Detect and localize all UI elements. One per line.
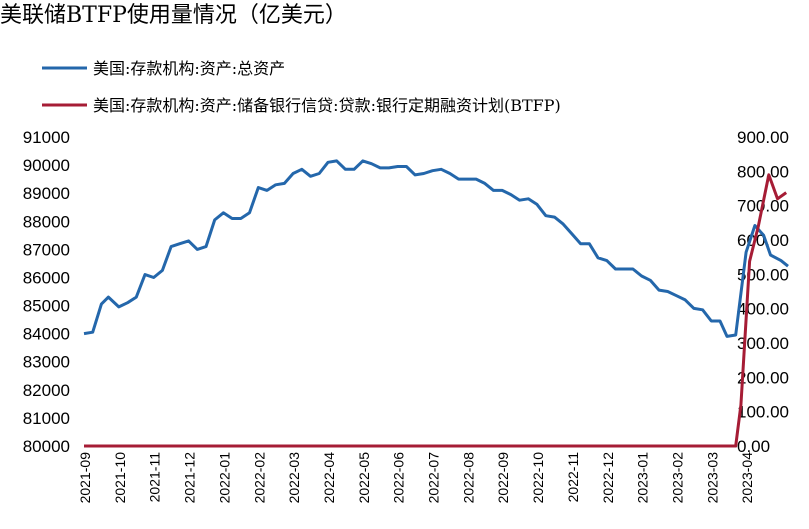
left-y-tick-label: 87000 <box>23 240 70 259</box>
x-tick-label: 2022-07 <box>426 452 442 504</box>
right-y-tick-label: 100.00 <box>737 403 789 422</box>
left-y-tick-label: 90000 <box>23 156 70 175</box>
legend-label-btfp: 美国:存款机构:资产:储备银行信贷:贷款:银行定期融资计划(BTFP) <box>93 96 561 115</box>
left-y-tick-label: 80000 <box>23 437 70 456</box>
x-tick-label: 2022-11 <box>565 452 581 503</box>
left-y-tick-label: 82000 <box>23 381 70 400</box>
left-y-tick-label: 88000 <box>23 212 70 231</box>
legend-label-total-assets: 美国:存款机构:资产:总资产 <box>93 59 285 78</box>
left-y-tick-label: 84000 <box>23 325 70 344</box>
series-line-total-assets <box>83 159 789 338</box>
legend: 美国:存款机构:资产:总资产 美国:存款机构:资产:储备银行信贷:贷款:银行定期… <box>42 59 561 115</box>
x-tick-label: 2022-02 <box>251 452 267 504</box>
left-y-tick-label: 83000 <box>23 353 70 372</box>
left-y-tick-label: 85000 <box>23 297 70 316</box>
right-y-axis: 900.00800.00700.00600.00500.00400.00300.… <box>737 128 789 456</box>
left-y-tick-label: 91000 <box>23 128 70 147</box>
x-tick-label: 2022-12 <box>600 452 616 504</box>
x-tick-label: 2023-04 <box>739 452 755 504</box>
right-y-tick-label: 300.00 <box>737 334 789 353</box>
right-y-tick-label: 900.00 <box>737 128 789 147</box>
x-tick-label: 2022-03 <box>286 452 302 504</box>
x-tick-label: 2022-04 <box>321 452 337 504</box>
right-y-tick-label: 0.00 <box>737 437 770 456</box>
x-tick-label: 2022-01 <box>216 452 232 504</box>
left-y-tick-label: 86000 <box>23 268 70 287</box>
left-y-tick-label: 81000 <box>23 409 70 428</box>
x-tick-label: 2022-08 <box>460 452 476 504</box>
x-tick-label: 2022-05 <box>356 452 372 504</box>
x-tick-label: 2021-09 <box>77 452 93 504</box>
x-tick-label: 2023-02 <box>669 452 685 504</box>
series-line-btfp <box>84 173 788 448</box>
x-tick-label: 2023-01 <box>635 452 651 504</box>
left-y-axis: 91000 90000 89000 88000 87000 86000 85000 84000… <box>23 128 70 456</box>
x-tick-label: 2021-11 <box>147 452 163 503</box>
x-tick-label: 2023-03 <box>704 452 720 504</box>
left-y-tick-label: 89000 <box>23 184 70 203</box>
right-y-tick-label: 200.00 <box>737 368 789 387</box>
chart-title: 美联储BTFP使用量情况（亿美元） <box>0 3 347 28</box>
right-y-tick-label: 800.00 <box>737 162 789 181</box>
x-tick-label: 2021-10 <box>112 452 128 504</box>
right-y-tick-label: 400.00 <box>737 300 789 319</box>
x-tick-label: 2022-09 <box>495 452 511 504</box>
x-tick-label: 2022-10 <box>530 452 546 504</box>
x-axis: 2021-09 2021-10 2021-11 2021-12 2022-01 2022-… <box>77 452 755 504</box>
x-tick-label: 2022-06 <box>391 452 407 504</box>
x-tick-label: 2021-12 <box>182 452 198 504</box>
